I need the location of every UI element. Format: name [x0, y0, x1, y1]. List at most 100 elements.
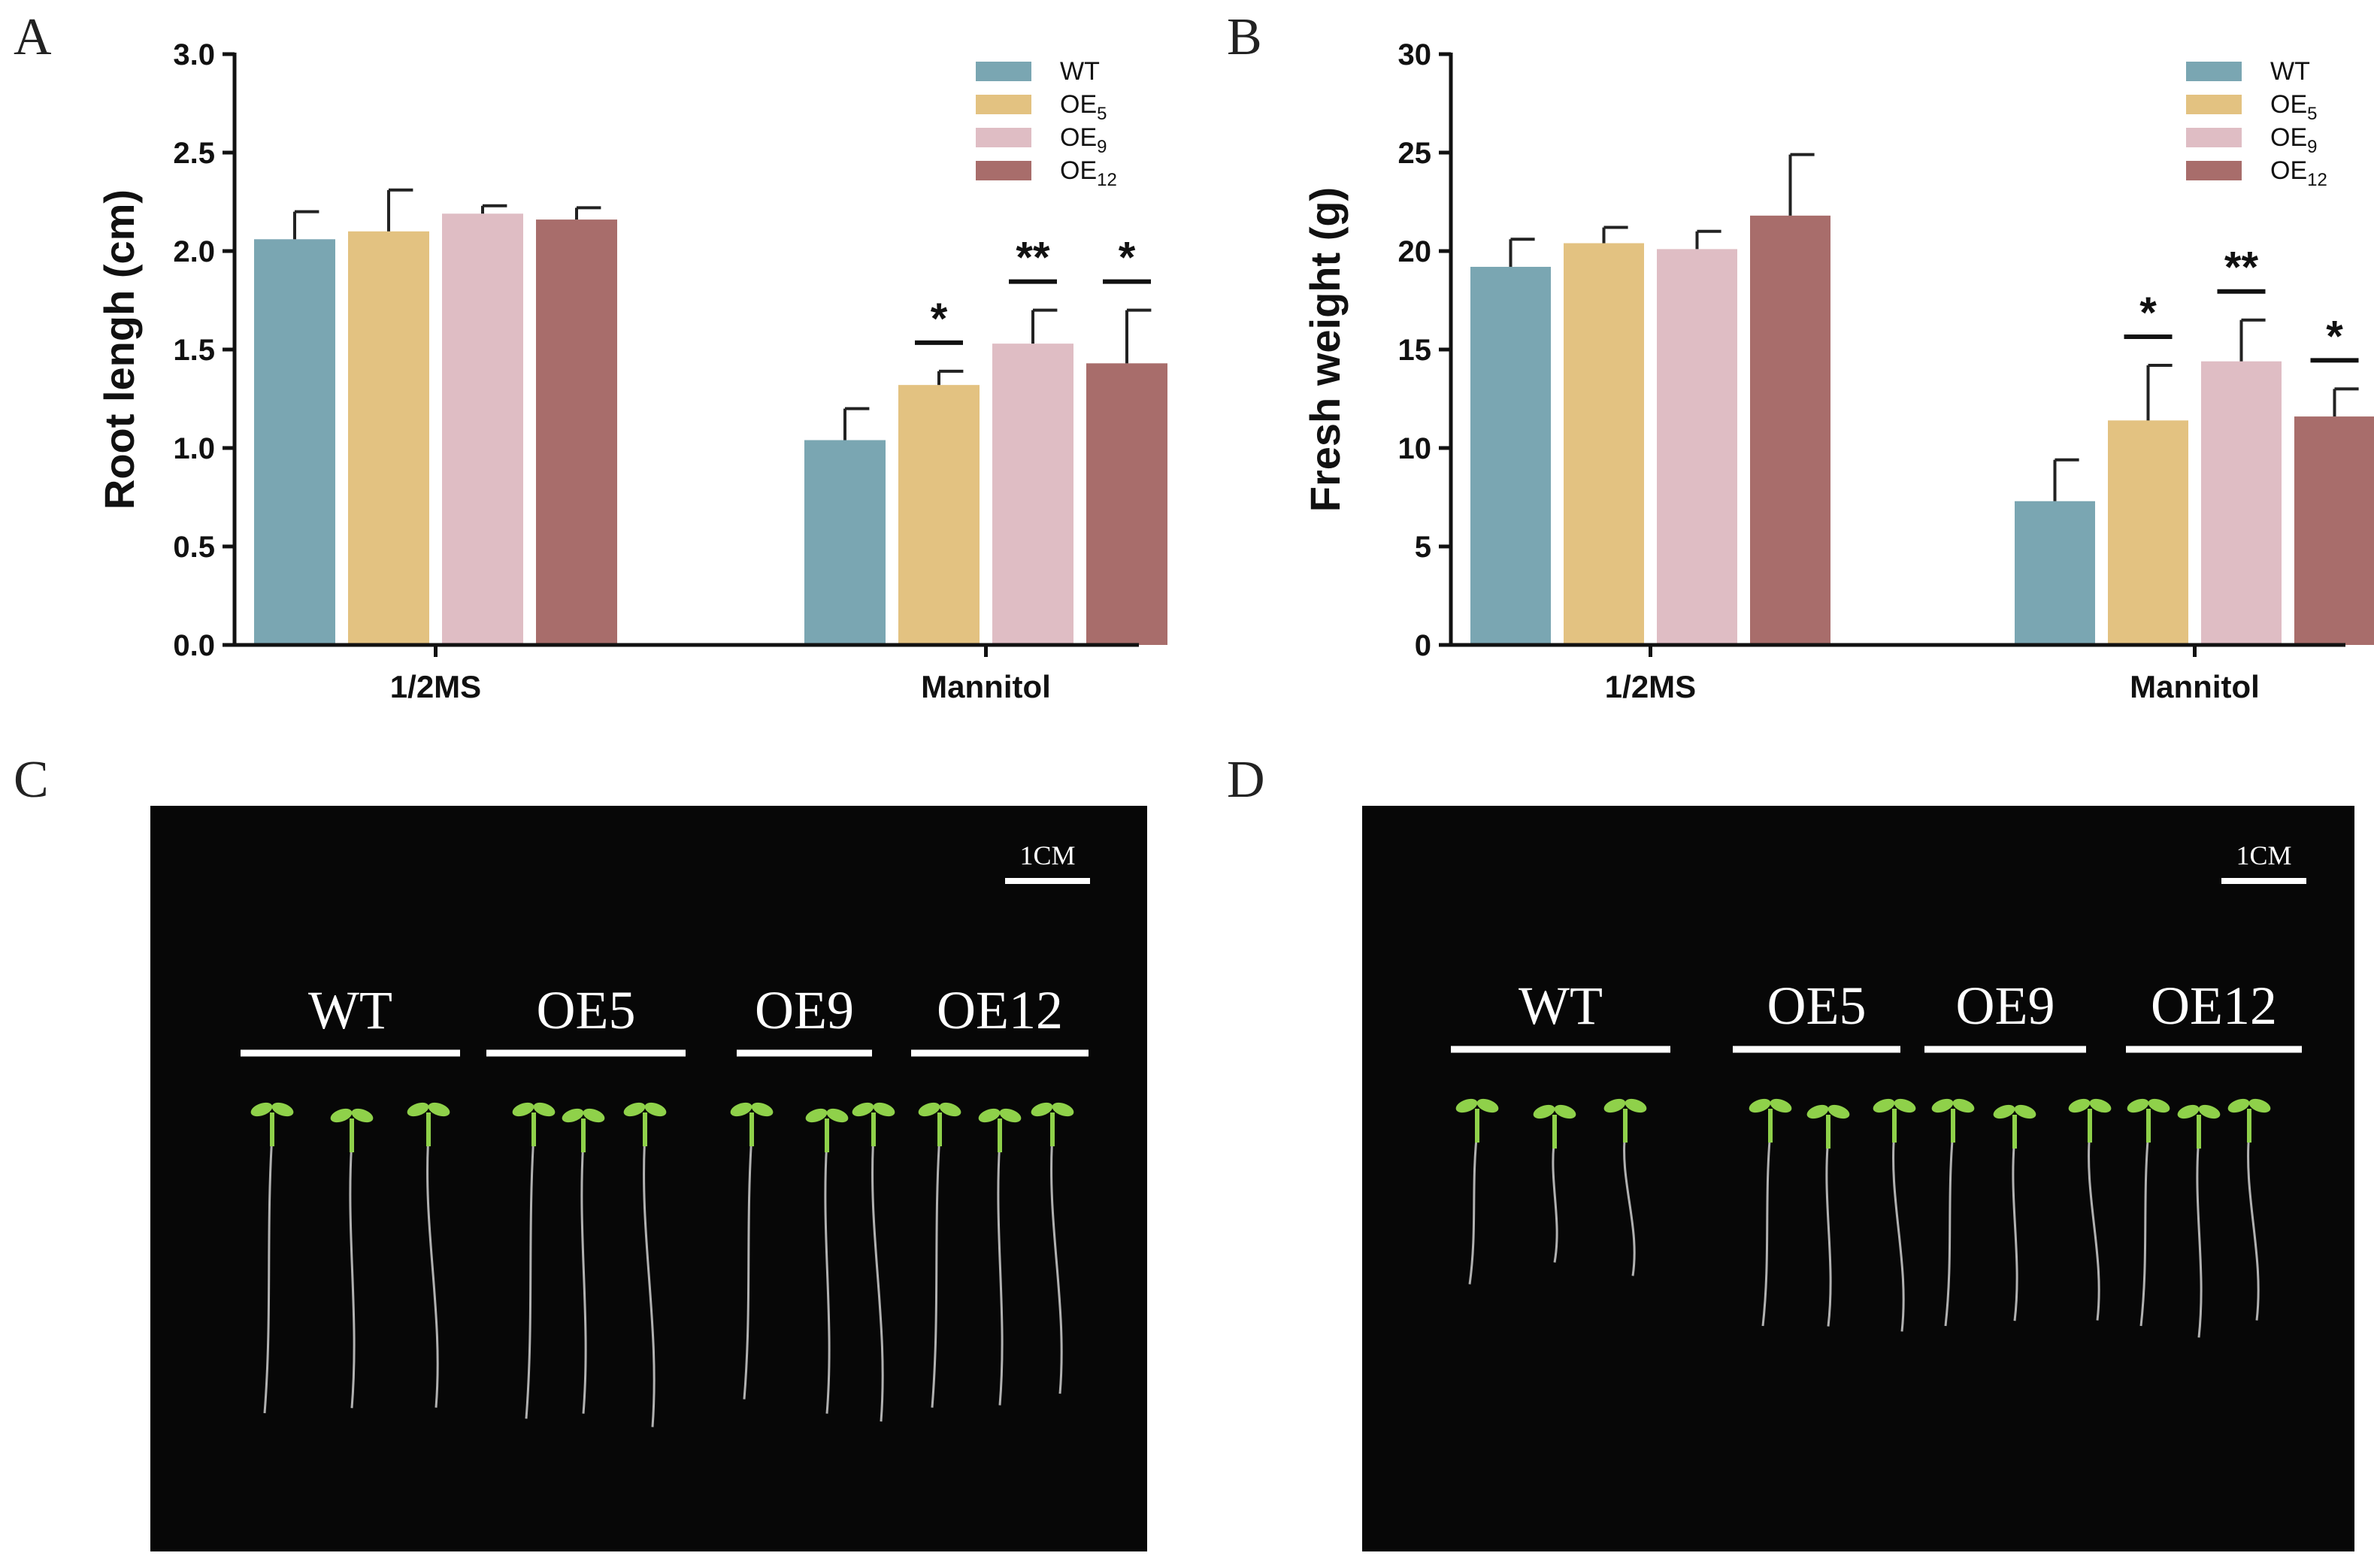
- seedling-cotyledon-right: [1827, 1104, 1850, 1119]
- bar-oe5-mannitol: [2108, 420, 2188, 645]
- seedling: [2068, 1098, 2112, 1321]
- legend-label-oe12: OE12: [2270, 156, 2327, 190]
- x-tick-label: Mannitol: [2130, 669, 2260, 704]
- seedling-cotyledon-right: [2014, 1104, 2036, 1119]
- chart-root-length: *** *0.00.51.01.52.02.53.01/2MS MannitolRo…: [95, 38, 1167, 704]
- seedling-cotyledon-right: [2148, 1098, 2170, 1113]
- seedling: [805, 1108, 849, 1414]
- legend-label-main: WT: [2270, 57, 2310, 86]
- legend-label-subscript: 12: [2307, 170, 2327, 190]
- seedling: [1749, 1098, 1792, 1327]
- seedling-cotyledon-left: [1931, 1098, 1954, 1113]
- panel-label-a: A: [14, 8, 52, 66]
- seedling: [1931, 1098, 1975, 1327]
- photo-control-seedlings: 1CM WT OE5 OE9 OE12: [150, 806, 1147, 1551]
- seedling-root: [1623, 1131, 1636, 1276]
- error-bar-oe12-control: [1788, 153, 1815, 216]
- error-bar-wt-control: [1509, 238, 1535, 267]
- seedling-cotyledon-left: [1993, 1104, 2015, 1119]
- bar-oe12-control: [536, 219, 617, 646]
- seedling: [1806, 1104, 1850, 1327]
- bar-oe5-control: [1564, 243, 1644, 645]
- seedling: [330, 1108, 374, 1409]
- seedling-cotyledon-left: [1031, 1102, 1053, 1117]
- seedling-cotyledon-right: [1554, 1104, 1576, 1119]
- legend-swatch-oe9: [2186, 128, 2242, 147]
- seedling-root: [580, 1140, 587, 1414]
- seedling-root: [1050, 1134, 1063, 1394]
- seedling-cotyledon-left: [2127, 1098, 2149, 1113]
- genotype-label-oe5: OE5: [537, 980, 636, 1040]
- seedling-cotyledon-left: [852, 1102, 874, 1117]
- seedling-cotyledon-right: [1952, 1098, 1975, 1113]
- legend-label-subscript: 5: [2307, 104, 2317, 124]
- legend-label-main: OE: [2270, 156, 2307, 185]
- legend-label-oe9: OE9: [2270, 123, 2317, 157]
- legend-swatch-wt: [2186, 62, 2242, 81]
- seedling-cotyledon-right: [1625, 1098, 1647, 1113]
- y-tick-label: 10: [1398, 432, 1432, 465]
- seedling-cotyledon-left: [1873, 1098, 1895, 1113]
- seedling-cotyledon-right: [939, 1102, 961, 1117]
- legend-label-main: OE: [1060, 156, 1097, 185]
- seedling: [512, 1102, 556, 1419]
- legend-label-subscript: 9: [2307, 137, 2317, 157]
- x-tick-label: 1/2MS: [390, 669, 481, 704]
- seedling-cotyledon-right: [644, 1102, 667, 1117]
- error-bar-oe5-mannitol: [2146, 363, 2173, 421]
- seedling-root: [1825, 1137, 1832, 1327]
- legend-label-wt: WT: [2270, 57, 2310, 86]
- legend-label-wt: WT: [1060, 57, 1100, 86]
- seedling: [1455, 1098, 1499, 1285]
- panel-label-c: C: [14, 751, 49, 809]
- seedling: [623, 1102, 667, 1427]
- seedling-cotyledon-right: [751, 1102, 774, 1117]
- bar-oe9-mannitol: [2201, 361, 2282, 645]
- seedling: [250, 1102, 294, 1414]
- seedling-cotyledon-left: [1806, 1104, 1829, 1119]
- bar-oe9-mannitol: [992, 344, 1073, 645]
- seedling-cotyledon-right: [2089, 1098, 2112, 1113]
- scale-bar-label: 1CM: [1019, 840, 1075, 870]
- legend-label-subscript: 5: [1097, 104, 1107, 124]
- legend-swatch-oe5: [976, 95, 1031, 114]
- seedling-root: [426, 1134, 439, 1408]
- seedling-cotyledon-right: [351, 1108, 374, 1123]
- y-tick-label: 20: [1398, 235, 1432, 268]
- seedling-root: [743, 1134, 753, 1400]
- error-bar-oe12-mannitol: [1125, 308, 1152, 364]
- legend-label-oe5: OE5: [2270, 90, 2317, 124]
- seedling: [1031, 1102, 1074, 1394]
- seedling-cotyledon-right: [2248, 1098, 2271, 1113]
- seedling: [2227, 1098, 2271, 1321]
- significance-label: *: [2139, 289, 2157, 338]
- y-tick-label: 1.5: [173, 334, 215, 367]
- bar-wt-mannitol: [804, 440, 886, 645]
- bar-oe5-mannitol: [898, 385, 980, 645]
- seedling-cotyledon-right: [1052, 1102, 1074, 1117]
- y-tick-label: 2.5: [173, 137, 215, 170]
- y-tick-label: 15: [1398, 334, 1432, 367]
- seedling-cotyledon-left: [1533, 1104, 1555, 1119]
- seedling-root: [1761, 1131, 1772, 1327]
- legend-label-oe5: OE5: [1060, 90, 1107, 124]
- seedling-cotyledon-left: [407, 1102, 429, 1117]
- scale-bar-label: 1CM: [2236, 840, 2291, 870]
- seedling-cotyledon-right: [583, 1108, 605, 1123]
- photo-mannitol-seedlings: 1CM WT OE5 OE9 OE12: [1362, 806, 2354, 1551]
- y-tick-label: 3.0: [173, 38, 215, 71]
- genotype-label-oe9: OE9: [1956, 976, 2055, 1036]
- seedling-root: [2139, 1131, 2150, 1327]
- bar-oe9-control: [1657, 249, 1737, 645]
- seedling-root: [643, 1134, 656, 1427]
- significance-label: *: [1119, 234, 1136, 283]
- legend-swatch-wt: [976, 62, 1031, 81]
- legend-label-main: OE: [2270, 90, 2307, 119]
- genotype-label-oe9: OE9: [755, 980, 854, 1040]
- seedling: [2127, 1098, 2170, 1327]
- bar-oe5-control: [348, 231, 429, 645]
- seedling-cotyledon-right: [1894, 1098, 1916, 1113]
- seedling: [978, 1108, 1022, 1406]
